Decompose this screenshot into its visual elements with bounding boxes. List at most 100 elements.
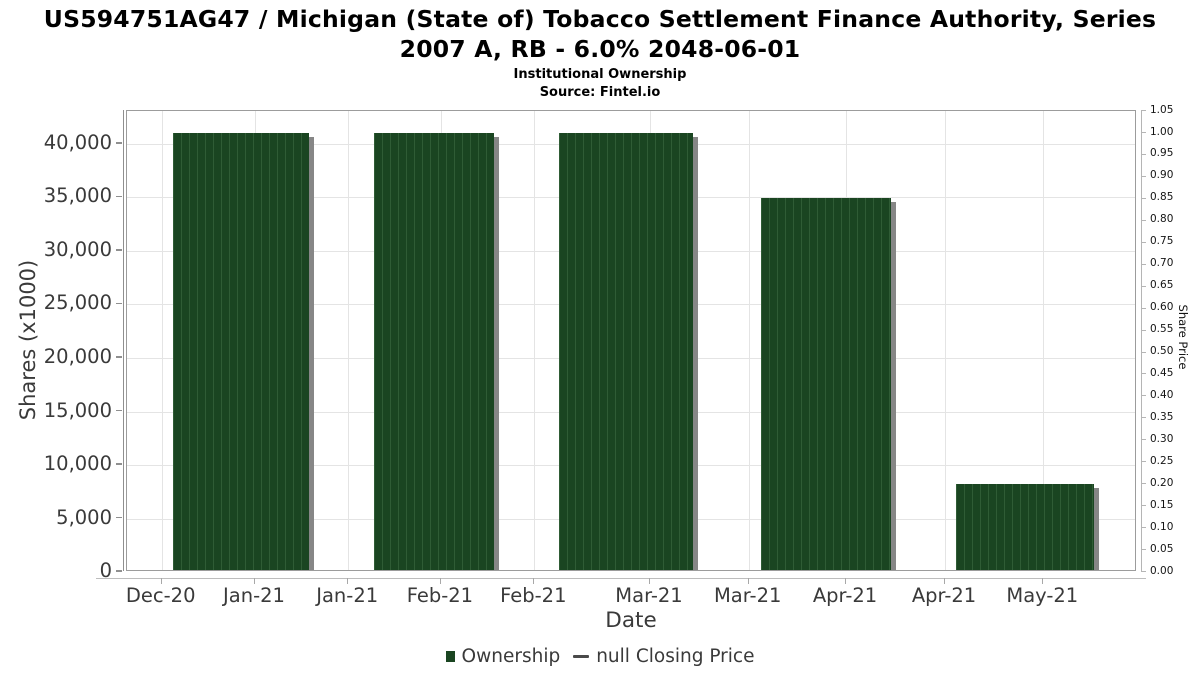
ownership-bar[interactable] (374, 133, 494, 570)
y-axis-right-tick-label: 0.70 (1150, 257, 1174, 270)
x-axis-tick-mark (845, 578, 846, 584)
y-axis-spine-left (122, 110, 124, 571)
x-axis-tick-mark (160, 578, 162, 584)
chart-title-line-1: US594751AG47 / Michigan (State of) Tobac… (43, 5, 1157, 33)
y-axis-right-tick-label: 0.10 (1150, 520, 1174, 533)
x-axis-tick-label: Feb-21 (406, 584, 474, 607)
y-axis-right-tick-mark (1141, 110, 1146, 111)
y-axis-right-tick-label: 0.85 (1150, 191, 1174, 204)
y-axis-right-tick-mark (1141, 505, 1146, 507)
y-axis-right-tick-mark (1141, 373, 1146, 375)
y-axis-tick-label: 30,000 (43, 237, 112, 261)
y-axis-right-tick-label: 1.05 (1150, 103, 1174, 116)
y-axis-right-tick-label: 0.15 (1150, 498, 1174, 511)
x-axis-tick-label: Jan-21 (316, 584, 379, 607)
x-axis-tick-label: May-21 (1006, 584, 1079, 607)
y-axis-right-tick-mark (1141, 285, 1146, 287)
ownership-bar[interactable] (956, 484, 1094, 570)
y-axis-tick-mark (116, 249, 122, 251)
y-axis-right-tick-mark (1141, 153, 1146, 155)
gridline-vertical (945, 111, 946, 570)
y-axis-right-tick-label: 0.25 (1150, 454, 1174, 467)
gridline-vertical (534, 111, 536, 570)
x-axis-tick-label: Apr-21 (812, 584, 878, 607)
x-axis-tick-mark (439, 578, 441, 584)
x-axis-tick-mark (533, 578, 535, 584)
y-axis-right-tick-label: 0.75 (1150, 235, 1174, 248)
y-axis-right-tick-label: 0.55 (1150, 323, 1174, 335)
legend: Ownership null Closing Price (0, 646, 1200, 667)
x-axis-tick-label: Apr-21 (911, 584, 977, 607)
y-axis-right-tick-mark (1141, 571, 1146, 572)
y-axis-right-tick-label: 0.00 (1150, 564, 1174, 577)
y-axis-right-tick-label: 0.40 (1150, 388, 1174, 401)
x-axis-tick-label: Mar-21 (713, 584, 782, 607)
y-axis-tick-label: 25,000 (43, 291, 112, 315)
y-axis-right-tick-mark (1141, 395, 1146, 397)
y-axis-tick-label: 0 (99, 559, 112, 582)
gridline-vertical (348, 111, 350, 570)
y-axis-tick-label: 35,000 (43, 184, 112, 208)
gridline-vertical (1043, 111, 1045, 570)
legend-square-marker-icon (445, 651, 455, 662)
ownership-bar[interactable] (559, 133, 693, 570)
x-axis-tick-label: Dec-20 (125, 584, 196, 607)
x-axis-tick-mark (944, 578, 945, 584)
y-axis-tick-mark (116, 142, 122, 144)
legend-label: null Closing Price (596, 646, 755, 667)
y-axis-right-tick-label: 0.90 (1150, 169, 1174, 182)
legend-dash-marker-icon (573, 655, 590, 658)
y-axis-spine-right (1141, 110, 1142, 572)
gridline-vertical (161, 111, 163, 570)
y-axis-right-tick-label: 0.45 (1150, 366, 1174, 379)
y-axis-right-tick-mark (1141, 219, 1146, 221)
y-axis-right-tick-mark (1141, 461, 1146, 463)
y-axis-right-tick-label: 0.35 (1150, 410, 1174, 423)
chart-subtitle: Institutional Ownership (513, 67, 687, 82)
y-axis-right-tick-label: 1.00 (1150, 125, 1174, 138)
y-axis-tick-mark (116, 195, 122, 198)
y-axis-right-tick-label: 0.05 (1150, 542, 1174, 555)
chart-title-line-2: 2007 A, RB - 6.0% 2048-06-01 (399, 35, 801, 63)
y-axis-tick-mark (116, 409, 122, 412)
y-axis-tick-label: 20,000 (43, 345, 112, 368)
x-axis-tick-label: Feb-21 (500, 584, 567, 607)
y-axis-tick-mark (116, 570, 122, 572)
y-axis-tick-label: 5,000 (56, 505, 112, 529)
y-axis-title-left: Shares (x1000) (16, 259, 40, 421)
ownership-bar[interactable] (761, 197, 891, 570)
y-axis-right-tick-mark (1141, 197, 1146, 199)
y-axis-tick-mark (116, 516, 122, 519)
x-axis-spine (96, 578, 1146, 579)
y-axis-tick-label: 10,000 (43, 452, 112, 475)
x-axis-tick-mark (347, 578, 349, 584)
y-axis-right-tick-label: 0.65 (1150, 279, 1174, 292)
y-axis-right-tick-mark (1141, 439, 1146, 441)
y-axis-tick-mark (116, 463, 122, 465)
x-axis-title: Date (605, 608, 657, 633)
y-axis-right-tick-mark (1141, 527, 1146, 529)
chart-source: Source: Fintel.io (539, 85, 661, 100)
y-axis-title-right: Share Price (1176, 304, 1190, 370)
y-axis-right-tick-mark (1141, 263, 1146, 265)
y-axis-tick-mark (116, 356, 122, 358)
y-axis-right-tick-mark (1141, 417, 1146, 419)
y-axis-right-tick-label: 0.30 (1150, 432, 1174, 445)
x-axis-tick-label: Jan-21 (223, 584, 285, 607)
y-axis-right-tick-mark (1141, 549, 1146, 550)
y-axis-right-tick-label: 0.80 (1150, 213, 1174, 226)
y-axis-right-tick-mark (1141, 351, 1146, 353)
x-axis-tick-mark (649, 578, 650, 584)
chart-title: US594751AG47 / Michigan (State of) Tobac… (0, 4, 1200, 64)
y-axis-right-tick-label: 0.60 (1150, 301, 1174, 314)
y-axis-tick-label: 40,000 (43, 130, 112, 154)
legend-item-closing-price: null Closing Price (573, 646, 754, 667)
ownership-bar[interactable] (173, 133, 309, 570)
y-axis-right-tick-mark (1141, 307, 1146, 309)
y-axis-right-tick-label: 0.20 (1150, 476, 1174, 489)
x-axis-tick-mark (254, 578, 255, 584)
legend-item-ownership: Ownership (445, 646, 560, 667)
y-axis-right-tick-label: 0.50 (1150, 345, 1174, 357)
y-axis-right-tick-mark (1141, 175, 1146, 177)
